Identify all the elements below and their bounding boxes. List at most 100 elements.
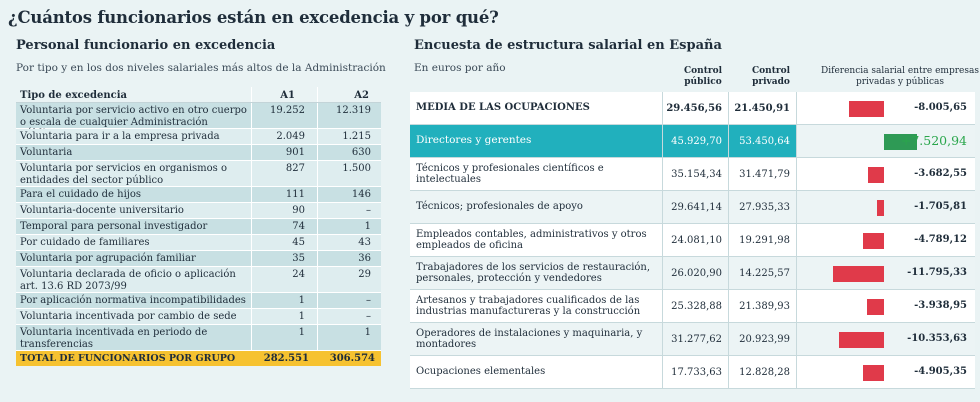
row-a2: – [317, 309, 381, 324]
value-privado: 12.828,28 [728, 356, 796, 388]
row-a1: 74 [251, 219, 317, 234]
diff-bar [839, 331, 884, 348]
row-a1: 45 [251, 235, 317, 250]
diff-label: -4.789,12 [914, 234, 967, 245]
row-a1: 827 [251, 161, 317, 186]
table-row: Voluntaria-docente universitario 90– [16, 203, 381, 219]
value-publico: 31.277,62 [662, 323, 728, 355]
chart-row: Operadores de instalaciones y maquinaria… [410, 323, 975, 356]
page-title: ¿Cuántos funcionarios están en excedenci… [8, 8, 499, 27]
diff-cell: -4.905,35 [796, 356, 975, 388]
row-a1: 901 [251, 145, 317, 160]
category-label: Operadores de instalaciones y maquinaria… [416, 327, 643, 351]
row-a1: 111 [251, 187, 317, 202]
value-publico: 29.641,14 [662, 191, 728, 223]
table-row: Para el cuidado de hijos 111 146 [16, 187, 381, 203]
row-a2: 1.215 [317, 129, 381, 144]
diff-cell: -3.938,95 [796, 290, 975, 322]
header-publico: Control público [683, 66, 723, 87]
chart-row: MEDIA DE LAS OCUPACIONES 29.456,56 21.450,… [410, 92, 975, 125]
header-tipo: Tipo de excedencia [20, 90, 127, 101]
row-label: Por cuidado de familiares [16, 235, 251, 250]
row-label: Voluntaria por servicios en organismos o… [16, 161, 251, 186]
row-a1: 90 [251, 203, 317, 218]
diff-cell: -8.005,65 [796, 92, 975, 124]
chart-row: Técnicos y profesionales científicos e i… [410, 158, 975, 191]
diff-bar [849, 100, 884, 117]
row-a1: 1 [251, 293, 317, 308]
table-row: Voluntaria 901 630 [16, 145, 381, 161]
row-label: Voluntaria [16, 145, 251, 160]
table-row: Voluntaria por servicios en organismos o… [16, 161, 381, 187]
table-row: Voluntaria por agrupación familiar 35 36 [16, 251, 381, 267]
table-row: Voluntaria por servicio activo en otro c… [16, 103, 381, 139]
row-a1: 1 [251, 309, 317, 324]
value-privado: 27.935,33 [728, 191, 796, 223]
diff-label: -8.005,65 [914, 102, 967, 113]
row-label: Voluntaria-docente universitario [16, 203, 251, 218]
category-label: Técnicos y profesionales científicos e i… [416, 162, 604, 186]
row-a2: 36 [317, 251, 381, 266]
table-row: Voluntaria declarada de oficio o aplicac… [16, 267, 381, 293]
row-a2: – [317, 293, 381, 308]
value-publico: 17.733,63 [662, 356, 728, 388]
value-publico: 25.328,88 [662, 290, 728, 322]
row-label: Por aplicación normativa incompatibilida… [16, 293, 251, 308]
right-section-subtitle: En euros por año [414, 62, 506, 74]
diff-cell: -1.705,81 [796, 191, 975, 223]
diff-bar [868, 166, 884, 183]
category-label: Directores y gerentes [416, 134, 532, 147]
value-privado: 31.471,79 [728, 158, 796, 190]
row-a1: 1 [251, 325, 317, 350]
row-a1: 35 [251, 251, 317, 266]
table-row: Temporal para personal investigador 74 1 [16, 219, 381, 235]
diff-label: -11.795,33 [907, 267, 967, 278]
table-header: Tipo de excedencia A1 A2 [16, 87, 381, 103]
diff-label: -1.705,81 [914, 201, 967, 212]
left-section-title: Personal funcionario en excedencia [16, 38, 276, 53]
value-privado: 20.923,99 [728, 323, 796, 355]
category-label: Empleados contables, administrativos y o… [416, 228, 647, 252]
chart-row: Técnicos; profesionales de apoyo 29.641,1… [410, 191, 975, 224]
table-row: Voluntaria incentivada en periodo de tra… [16, 325, 381, 351]
diff-cell: -10.353,63 [796, 323, 975, 355]
row-a2: 1 [317, 325, 381, 350]
row-label: Temporal para personal investigador [16, 219, 251, 234]
row-a2: 1 [317, 219, 381, 234]
table-row: Voluntaria incentivada por cambio de sed… [16, 309, 381, 325]
row-a2: 1.500 [317, 161, 381, 186]
value-privado: 21.389,93 [728, 290, 796, 322]
diff-bar [884, 133, 917, 150]
chart-row: Directores y gerentes 45.929,70 53.450,64 +… [410, 125, 975, 158]
left-section-subtitle: Por tipo y en los dos niveles salariales… [16, 62, 386, 74]
diff-bar [862, 364, 884, 381]
row-label: Voluntaria declarada de oficio o aplicac… [16, 267, 251, 292]
category-label: Técnicos; profesionales de apoyo [416, 201, 583, 213]
row-a2: 43 [317, 235, 381, 250]
header-diferencia: Diferencia salarial entre empresas priva… [821, 66, 979, 87]
row-a2: 12.319 [317, 103, 381, 128]
row-a2: 146 [317, 187, 381, 202]
header-a1: A1 [251, 87, 317, 102]
diff-label: -10.353,63 [907, 333, 967, 344]
total-a1: 282.551 [263, 353, 309, 364]
total-a2: 306.574 [329, 353, 375, 364]
chart-row: Artesanos y trabajadores cualificados de… [410, 290, 975, 323]
diff-bar [863, 232, 884, 249]
value-publico: 24.081,10 [662, 224, 728, 256]
diff-cell: +7.520,94 [796, 125, 975, 157]
row-a1: 24 [251, 267, 317, 292]
value-privado: 21.450,91 [728, 92, 796, 124]
diff-label: -4.905,35 [914, 366, 967, 377]
value-publico: 35.154,34 [662, 158, 728, 190]
value-publico: 26.020,90 [662, 257, 728, 289]
row-a1: 2.049 [251, 129, 317, 144]
diff-cell: -4.789,12 [796, 224, 975, 256]
value-privado: 19.291,98 [728, 224, 796, 256]
category-label: Trabajadores de los servicios de restaur… [416, 261, 651, 285]
row-label: Voluntaria por agrupación familiar [16, 251, 251, 266]
row-label: Voluntaria para ir a la empresa privada [16, 129, 251, 144]
value-privado: 14.225,57 [728, 257, 796, 289]
row-a2: 630 [317, 145, 381, 160]
table-row: Por aplicación normativa incompatibilida… [16, 293, 381, 309]
